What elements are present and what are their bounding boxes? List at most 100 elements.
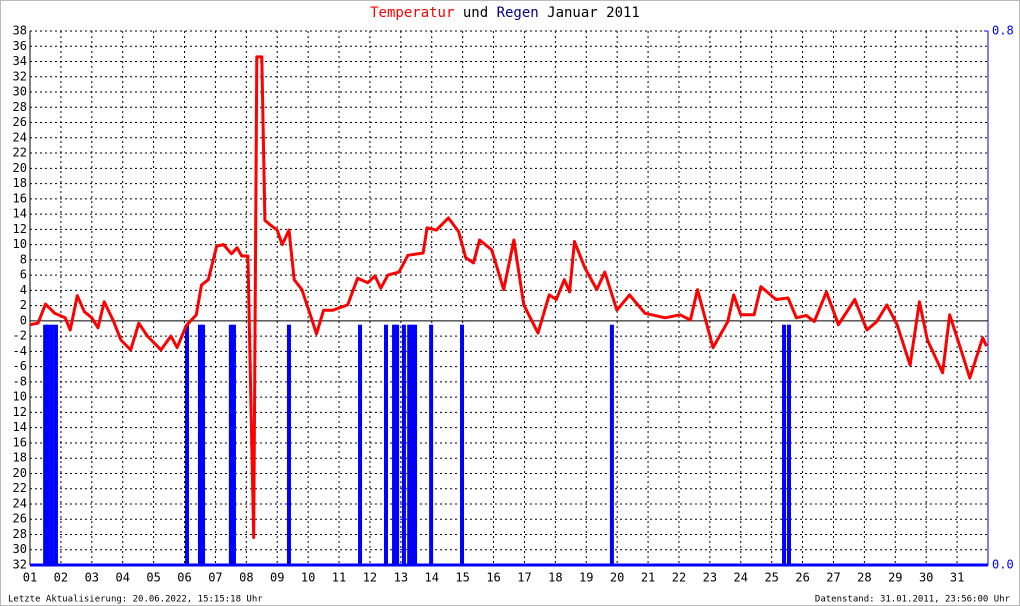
y-tick-label: 14 [13,420,27,434]
y-tick-label: 0 [20,313,27,327]
x-tick-label: 10 [301,571,315,585]
x-tick-label: 16 [486,571,500,585]
y-tick-label: 12 [13,222,27,236]
x-tick-label: 24 [734,571,748,585]
rain-bar [395,324,400,565]
rain-bar [392,324,397,565]
x-tick-label: 14 [425,571,439,585]
y-tick-label: -4 [13,344,27,358]
x-tick-label: 03 [85,571,99,585]
y-tick-label: 32 [13,558,27,572]
x-tick-label: 15 [455,571,469,585]
x-tick-label: 12 [363,571,377,585]
x-tick-label: 07 [208,571,222,585]
x-tick-label: 06 [177,571,191,585]
y-tick-label: 30 [13,85,27,99]
y-tick-label: 10 [13,390,27,404]
y-tick-label: 8 [20,252,27,266]
title-part: und [454,5,488,21]
rain-bar [460,324,465,565]
rain-bar [782,324,787,565]
y-tick-label: -2 [13,329,27,343]
x-tick-label: 11 [332,571,346,585]
x-tick-label: 20 [610,571,624,585]
x-tick-label: 01 [23,571,37,585]
rain-bar [401,324,406,565]
rain-bar [53,324,58,565]
x-tick-label: 05 [146,571,160,585]
y-tick-label: 18 [13,451,27,465]
y-tick-label: 30 [13,542,27,556]
rain-bar [184,324,189,565]
x-tick-label: 26 [795,571,809,585]
rain-bar [384,324,389,565]
x-tick-label: 02 [54,571,68,585]
y-tick-label: 38 [13,24,27,38]
y-tick-label: 20 [13,466,27,480]
y-tick-label: 24 [13,496,27,510]
y-tick-label: 14 [13,207,27,221]
x-tick-label: 08 [239,571,253,585]
rain-bar [201,324,206,565]
x-tick-label: 13 [394,571,408,585]
footer-right: Datenstand: 31.01.2011, 23:56:00 Uhr [815,595,1011,605]
y-tick-label: -8 [13,374,27,388]
title-part: Januar 2011 [539,5,640,21]
y-tick-label: 22 [13,481,27,495]
rain-bar [197,324,202,565]
x-tick-label: 18 [548,571,562,585]
footer-left: Letzte Aktualisierung: 20.06.2022, 15:15… [8,595,263,605]
y-tick-label: 18 [13,176,27,190]
x-tick-label: 25 [764,571,778,585]
y-tick-label: 6 [20,268,27,282]
rain-bar [609,324,614,565]
rain-bar [407,324,412,565]
y-tick-label: 2 [20,298,27,312]
y-tick-label: 32 [13,69,27,83]
x-tick-label: 22 [672,571,686,585]
y-tick-label: 20 [13,161,27,175]
y-tick-label: 28 [13,527,27,541]
labels: 323028262422201816141210-8-6-4-202468101… [13,24,1014,585]
rain-bar [413,324,418,565]
x-tick-label: 29 [888,571,902,585]
y-tick-label: 28 [13,100,27,114]
x-tick-label: 04 [115,571,129,585]
rain-bar [429,324,434,565]
title-part: Temperatur [370,5,454,21]
rain-bar [786,324,791,565]
x-tick-label: 09 [270,571,284,585]
y-tick-label: 26 [13,115,27,129]
y-tick-label: -6 [13,359,27,373]
rain-bar [286,324,291,565]
rain-bar [43,324,48,565]
y-tick-label: 12 [13,405,27,419]
x-tick-label: 19 [579,571,593,585]
rain-bar [231,324,236,565]
y2-tick-label: 0.0 [992,558,1014,572]
chart-title: Temperatur und Regen Januar 2011 [370,5,640,21]
y-tick-label: 10 [13,237,27,251]
y-tick-label: 36 [13,39,27,53]
y-tick-label: 16 [13,191,27,205]
x-tick-label: 17 [517,571,531,585]
x-tick-label: 27 [826,571,840,585]
rain-bar [228,324,233,565]
y-tick-label: 4 [20,283,27,297]
y-tick-label: 24 [13,130,27,144]
y-tick-label: 16 [13,435,27,449]
x-tick-label: 30 [919,571,933,585]
x-tick-label: 21 [641,571,655,585]
y-tick-label: 34 [13,54,27,68]
x-tick-label: 28 [857,571,871,585]
rain-bar [409,324,414,565]
y-tick-label: 26 [13,512,27,526]
rain-bar [49,324,54,565]
rain-bar [45,324,50,565]
x-tick-label: 31 [950,571,964,585]
rain-bar [358,324,363,565]
marks [29,55,988,567]
